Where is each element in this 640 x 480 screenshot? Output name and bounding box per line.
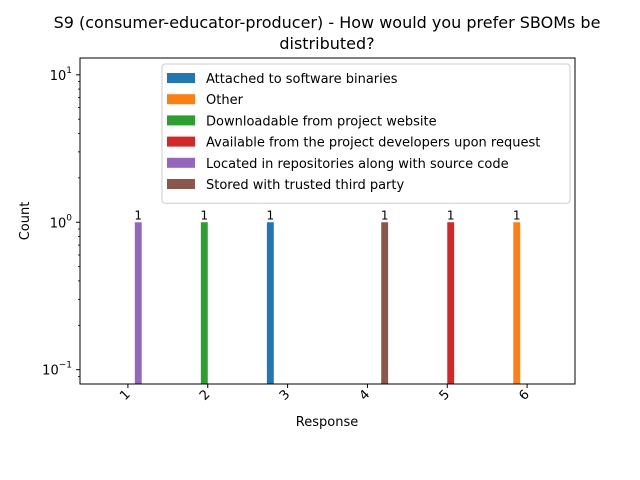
chart-title-line-1: S9 (consumer-educator-producer) - How wo… (54, 13, 601, 32)
legend-swatch (167, 179, 195, 189)
data-label: 1 (513, 208, 521, 222)
chart-title-line-2: distributed? (279, 34, 374, 53)
legend-entry-label: Downloadable from project website (206, 114, 437, 129)
y-tick-label: 100 (50, 213, 73, 231)
bar (381, 222, 389, 384)
bars-layer (134, 222, 521, 384)
x-tick-label: 5 (437, 387, 453, 403)
legend-entry-label: Other (206, 93, 244, 108)
x-tick-label: 4 (357, 387, 373, 403)
legend-swatch (167, 115, 195, 126)
x-tick-label: 1 (117, 387, 133, 403)
data-label: 1 (267, 208, 275, 222)
data-label: 1 (447, 208, 455, 222)
bar (447, 222, 455, 384)
data-label: 1 (381, 208, 389, 222)
legend-entry-label: Available from the project developers up… (206, 136, 540, 151)
y-tick-label: 10−1 (42, 361, 72, 379)
legend-entry-label: Stored with trusted third party (206, 178, 404, 193)
y-axis: 10−1 100 101 (42, 66, 80, 379)
x-tick-label: 3 (277, 387, 293, 403)
bar (513, 222, 521, 384)
bar (134, 222, 142, 384)
y-axis-label: Count (18, 202, 33, 241)
legend-entry-label: Located in repositories along with sourc… (206, 157, 509, 172)
legend-swatch (167, 94, 195, 105)
x-tick-label: 2 (197, 387, 213, 403)
data-label: 1 (200, 208, 208, 222)
bar (266, 222, 274, 384)
data-label: 1 (134, 208, 142, 222)
x-tick-label: 6 (516, 387, 532, 403)
bar (200, 222, 208, 384)
legend-swatch (167, 136, 195, 147)
legend-frame (161, 63, 571, 204)
x-axis-label: Response (296, 415, 358, 430)
data-labels-layer: 1 1 1 1 1 1 (134, 208, 520, 222)
legend-swatch (167, 157, 195, 168)
plot-frame (79, 57, 576, 385)
y-tick-label: 101 (50, 66, 72, 84)
legend-entry-label: Attached to software binaries (206, 72, 398, 87)
x-axis: 1 2 3 4 5 6 (117, 384, 533, 404)
legend-swatch (167, 73, 195, 83)
legend: Attached to software binaries Other Downlo… (161, 63, 571, 204)
